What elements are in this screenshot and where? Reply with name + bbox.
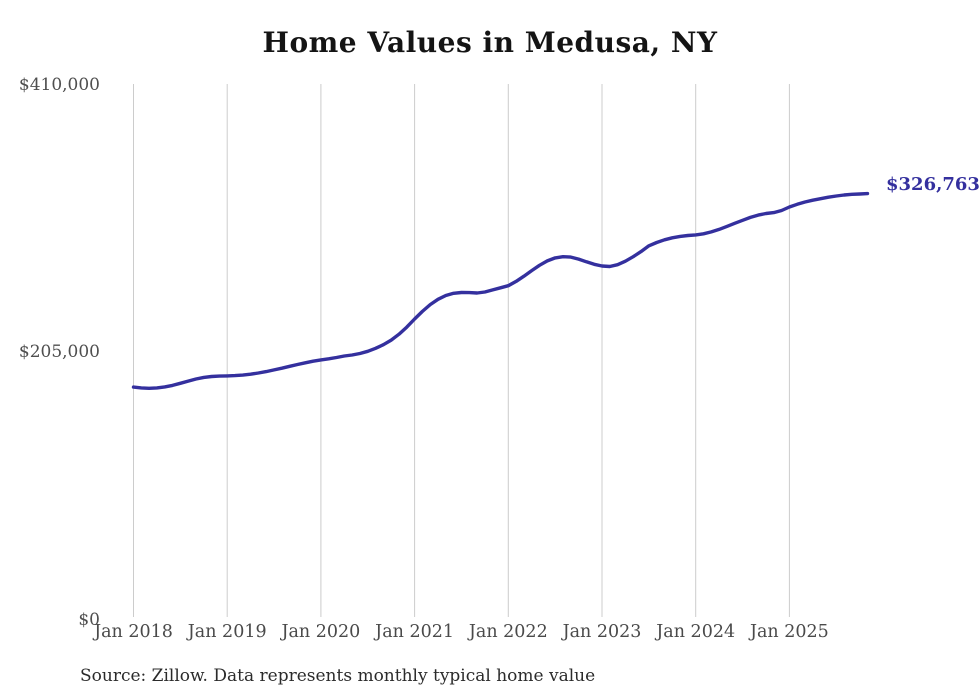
home-value-line	[131, 191, 870, 390]
x-tick-jan-2024: Jan 2024	[656, 622, 736, 642]
x-tick-jan-2023: Jan 2023	[562, 622, 642, 642]
x-tick-jan-2019: Jan 2019	[187, 622, 267, 642]
x-tick-jan-2021: Jan 2021	[375, 622, 455, 642]
x-tick-jan-2025: Jan 2025	[749, 622, 829, 642]
x-tick-jan-2018: Jan 2018	[94, 622, 173, 642]
source-note: Source: Zillow. Data represents monthly …	[80, 666, 596, 686]
vertical-gridlines	[133, 84, 790, 617]
chart-title: Home Values in Medusa, NY	[262, 26, 718, 59]
y-axis-tick-410000: $410,000	[18, 75, 100, 95]
latest-value-label: $326,763	[886, 174, 980, 195]
x-tick-jan-2022: Jan 2022	[468, 622, 548, 642]
y-axis-tick-205000: $205,000	[18, 342, 100, 362]
y-axis-tick-0: $0	[78, 610, 100, 630]
x-tick-jan-2020: Jan 2020	[281, 622, 361, 642]
